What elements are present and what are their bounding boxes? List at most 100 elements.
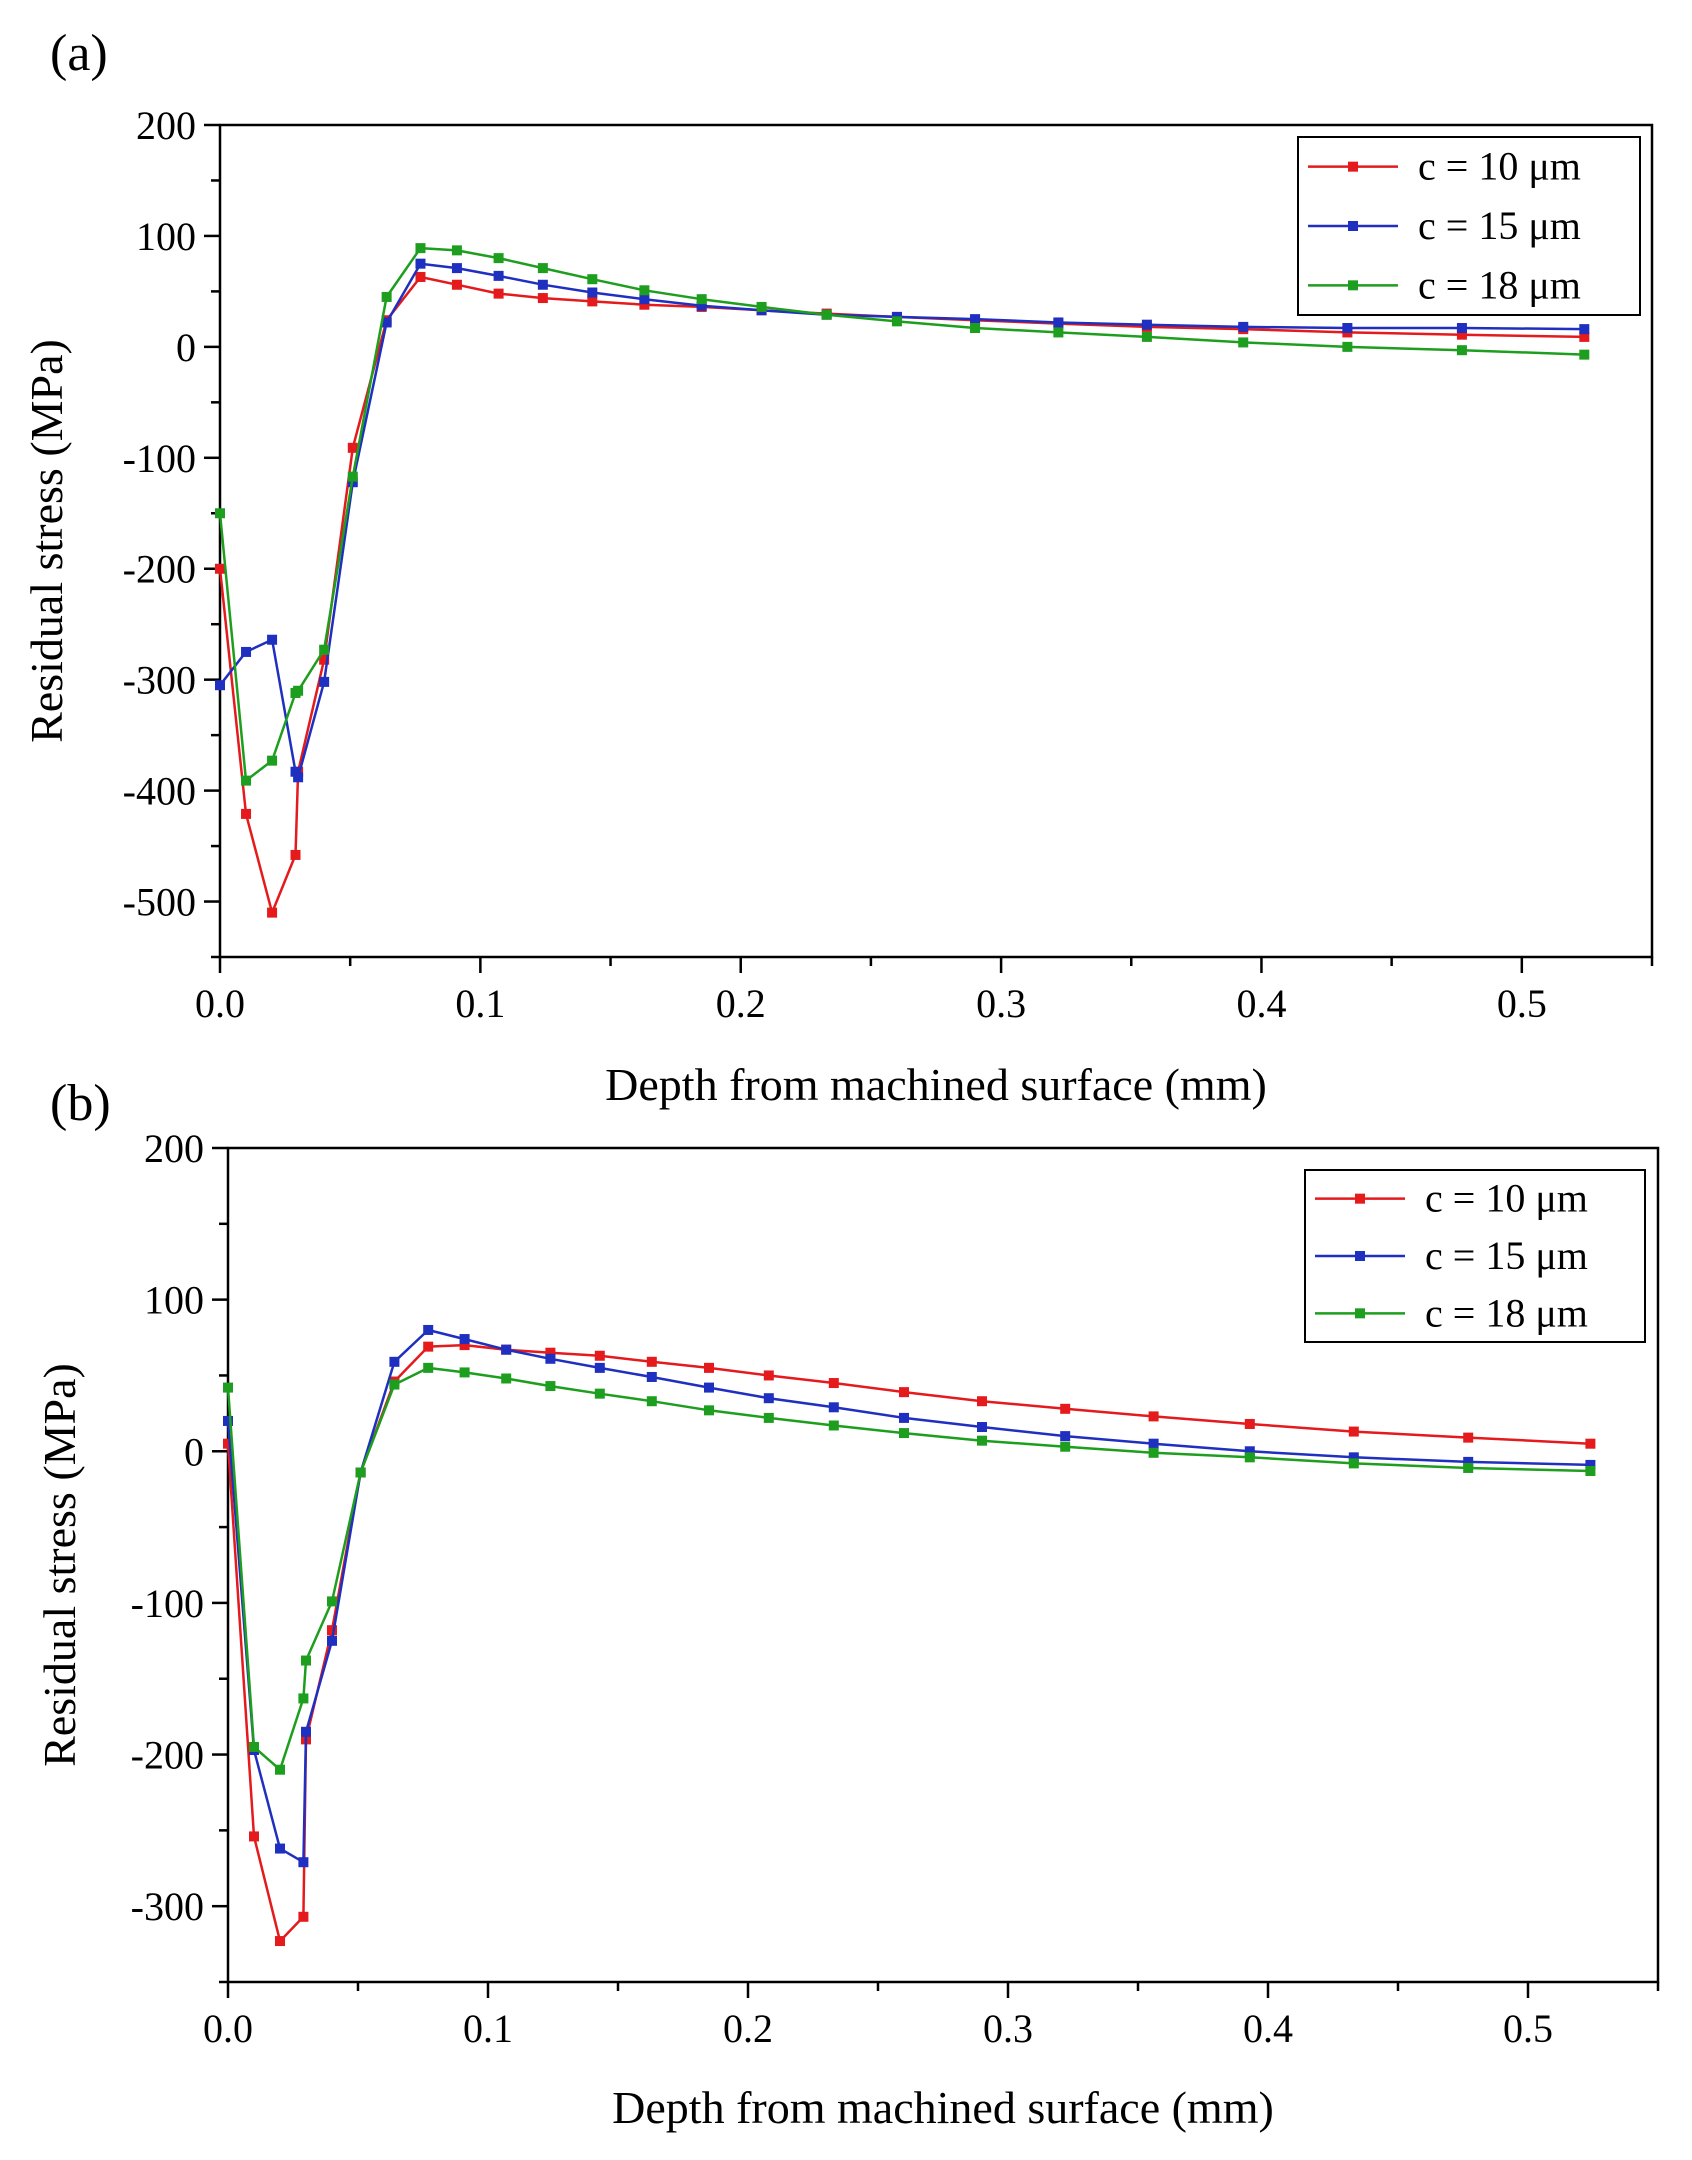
data-point: [459, 1340, 470, 1351]
data-point: [327, 1596, 337, 1607]
data-point: [1141, 319, 1152, 330]
data-point: [545, 1347, 556, 1358]
data-point: [215, 563, 225, 574]
x-axis-title: Depth from machined surface (mm): [605, 1059, 1267, 1110]
data-point: [423, 1324, 434, 1335]
series-3: [223, 1362, 1596, 1775]
data-point: [537, 293, 548, 304]
data-point: [501, 1344, 512, 1355]
x-tick-label: 0.4: [1243, 2006, 1293, 2051]
x-tick-label: 0.5: [1497, 981, 1547, 1026]
data-point: [1585, 1465, 1596, 1476]
data-point: [215, 680, 225, 691]
data-point: [298, 1693, 309, 1704]
y-tick-label: -100: [123, 436, 196, 481]
x-tick-label: 0.2: [716, 981, 766, 1026]
data-point: [594, 1362, 605, 1373]
data-point: [293, 685, 304, 696]
data-point: [1244, 1446, 1255, 1457]
series-line: [218, 275, 1585, 914]
data-point: [587, 296, 598, 307]
data-point: [223, 1438, 233, 1449]
data-point: [293, 772, 304, 783]
data-point: [319, 644, 330, 655]
data-point: [459, 1367, 470, 1378]
data-point: [1141, 331, 1152, 342]
series-line: [226, 1328, 1591, 1864]
y-tick-label: -200: [131, 1733, 204, 1778]
data-point: [1463, 1462, 1474, 1473]
legend-marker: [1355, 1308, 1365, 1319]
data-point: [381, 317, 392, 328]
data-point: [1238, 321, 1249, 332]
y-axis-title: Residual stress (MPa): [34, 1363, 85, 1767]
data-point: [501, 1373, 512, 1384]
data-point: [1342, 323, 1353, 334]
data-point: [537, 263, 548, 274]
y-tick-label: -400: [123, 769, 196, 814]
legend-marker: [1348, 161, 1358, 172]
data-point: [1585, 1459, 1596, 1470]
panel-label: (b): [50, 1075, 111, 1132]
data-point: [977, 1396, 987, 1407]
y-tick-label: -500: [123, 880, 196, 925]
data-point: [415, 271, 426, 282]
series-1: [223, 1340, 1596, 1947]
legend-marker: [1355, 1251, 1365, 1261]
data-point: [1053, 327, 1064, 338]
data-point: [1148, 1438, 1159, 1449]
data-point: [267, 907, 278, 918]
data-point: [977, 1435, 987, 1446]
plot-frame: [218, 123, 1654, 959]
data-point: [696, 300, 707, 311]
x-tick-label: 0.2: [723, 2006, 773, 2051]
data-point: [290, 766, 301, 777]
plot-frame: [226, 1146, 1660, 1984]
data-point: [275, 1764, 285, 1775]
y-tick-label: 100: [144, 1278, 204, 1323]
legend-label: c = 18 μm: [1425, 1290, 1588, 1335]
x-tick-label: 0.0: [195, 981, 245, 1026]
data-point: [451, 279, 462, 290]
data-point: [1060, 1431, 1071, 1442]
x-tick-label: 0.3: [983, 2006, 1033, 2051]
data-point: [493, 288, 504, 299]
data-point: [347, 442, 358, 453]
data-point: [423, 1362, 434, 1373]
data-point: [1579, 349, 1590, 360]
x-tick-label: 0.5: [1503, 2006, 1553, 2051]
legend-marker: [1348, 221, 1358, 231]
data-point: [899, 1428, 909, 1439]
legend: c = 10 μm c = 15 μm c = 18 μm: [1304, 1169, 1646, 1343]
data-point: [241, 775, 252, 786]
data-point: [451, 263, 462, 274]
data-point: [821, 309, 832, 320]
data-point: [639, 299, 650, 310]
data-point: [1456, 323, 1467, 334]
data-point: [704, 1362, 714, 1373]
x-axis-title: Depth from machined surface (mm): [612, 2082, 1274, 2133]
data-point: [223, 1382, 233, 1393]
data-point: [646, 1371, 657, 1382]
data-point: [347, 471, 358, 482]
legend-item: c = 10 μm: [1315, 1176, 1588, 1221]
data-point: [594, 1388, 605, 1399]
data-point: [828, 1402, 839, 1413]
data-point: [1348, 1458, 1359, 1469]
data-point: [1456, 329, 1467, 340]
data-point: [1053, 317, 1064, 328]
y-tick-label: -200: [123, 547, 196, 592]
data-point: [355, 1467, 366, 1478]
data-point: [1148, 1447, 1159, 1458]
panel-label: (a): [50, 25, 108, 82]
data-point: [319, 654, 330, 665]
data-point: [828, 1378, 839, 1389]
legend-marker: [1355, 1193, 1365, 1204]
data-point: [301, 1726, 311, 1737]
data-point: [828, 1420, 839, 1431]
data-point: [389, 1379, 400, 1390]
data-point: [970, 314, 981, 325]
y-tick-label: 100: [136, 214, 196, 259]
series-line: [226, 1366, 1591, 1771]
